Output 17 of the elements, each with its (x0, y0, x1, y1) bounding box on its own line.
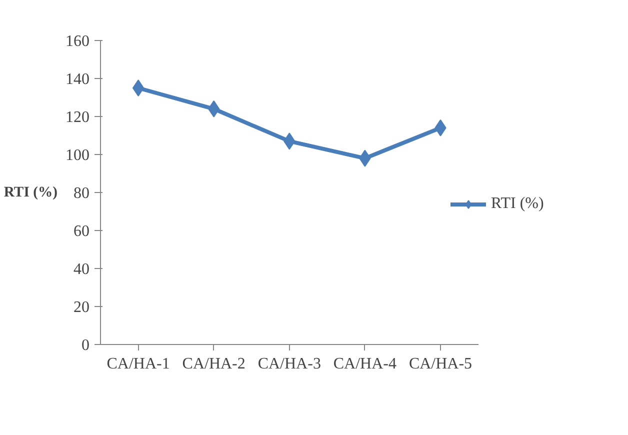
point (132, 80, 144, 96)
x-tick-label: CA/HA-5 (408, 356, 472, 372)
y-tick-label: 40 (74, 261, 90, 278)
legend-label: RTI (%) (491, 195, 544, 213)
y-tick-label: 120 (66, 109, 90, 126)
y-tick-label: 100 (66, 147, 90, 164)
x-tick-label: CA/HA-1 (106, 356, 170, 372)
y-tick-label: 0 (82, 337, 90, 354)
y-tick-label: 160 (66, 33, 90, 50)
x-tick-label: CA/HA-2 (182, 356, 246, 372)
y-axis-title: RTI (%) (4, 184, 58, 200)
x-tick-label: CA/HA-3 (258, 356, 321, 372)
y-tick-label: 80 (74, 185, 90, 202)
y-tick-label: 20 (74, 299, 90, 316)
x-tick-label: CA/HA-4 (333, 356, 396, 372)
y-tick-label: 60 (74, 223, 90, 240)
y-tick-label: 140 (66, 71, 90, 88)
